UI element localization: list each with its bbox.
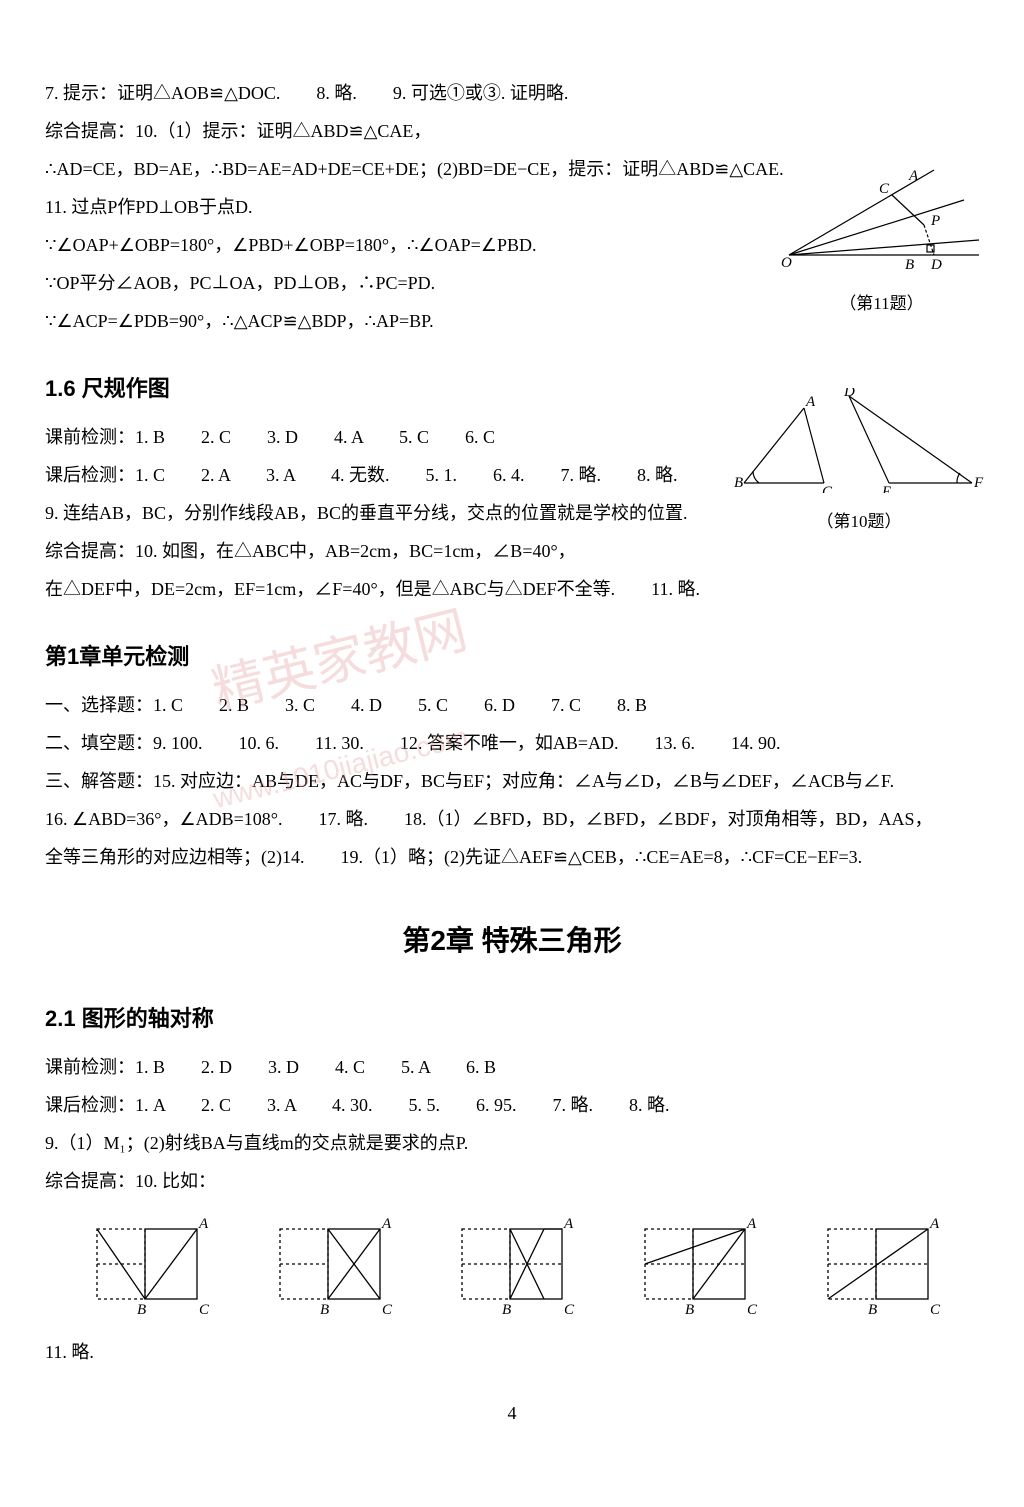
svg-text:B: B <box>502 1302 511 1318</box>
label-p: P <box>930 213 940 229</box>
svg-text:B: B <box>137 1302 146 1318</box>
chapter-2-title: 第2章 特殊三角形 <box>45 913 979 969</box>
label-b: B <box>905 257 914 273</box>
text-line: ∵OP平分∠AOB，PC⊥OA，PD⊥OB，∴PC=PD. <box>45 265 765 301</box>
text-line: 16. ∠ABD=36°，∠ADB=108°. 17. 略. 18.（1）∠BF… <box>45 801 979 837</box>
text-line: 综合提高：10.（1）提示：证明△ABD≌△CAE， <box>45 113 979 149</box>
bottom-fig-5: A B C <box>810 1214 945 1324</box>
figure-11-svg: O B D P C A <box>779 165 984 275</box>
text-line: 9.（1）M₁；(2)射线BA与直线m的交点就是要求的点P. <box>45 1125 979 1161</box>
svg-text:C: C <box>564 1302 575 1318</box>
chapter-1-test-title: 第1章单元检测 <box>45 635 979 679</box>
text-line: 11. 过点P作PD⊥OB于点D. <box>45 189 765 225</box>
page-number: 4 <box>45 1395 979 1431</box>
bottom-fig-3: A B C <box>444 1214 579 1324</box>
svg-text:A: A <box>198 1216 209 1232</box>
svg-text:C: C <box>930 1302 941 1318</box>
text-line: ∵∠OAP+∠OBP=180°，∠PBD+∠OBP=180°，∴∠OAP=∠PB… <box>45 227 765 263</box>
text-line: 全等三角形的对应边相等；(2)14. 19.（1）略；(2)先证△AEF≌△CE… <box>45 839 979 875</box>
svg-text:A: A <box>563 1216 574 1232</box>
text-line: 一、选择题：1. C 2. B 3. C 4. D 5. C 6. D 7. C… <box>45 687 979 723</box>
label-a: A <box>908 168 919 184</box>
figure-10-svg: B C A D E F <box>734 388 984 493</box>
text-line: 在△DEF中，DE=2cm，EF=1cm，∠F=40°，但是△ABC与△DEF不… <box>45 571 765 607</box>
text-line: 11. 略. <box>45 1334 979 1370</box>
text-line: 综合提高：10. 比如： <box>45 1163 979 1199</box>
text-line: 三、解答题：15. 对应边：AB与DE，AC与DF，BC与EF；对应角：∠A与∠… <box>45 763 979 799</box>
section-2-1-title: 2.1 图形的轴对称 <box>45 997 979 1041</box>
svg-text:A: A <box>746 1216 757 1232</box>
label-o: O <box>781 255 792 271</box>
svg-text:B: B <box>868 1302 877 1318</box>
bottom-figures-row: A B C A B C A B C <box>55 1214 969 1324</box>
bottom-fig-2: A B C <box>262 1214 397 1324</box>
text-line: 7. 提示：证明△AOB≌△DOC. 8. 略. 9. 可选①或③. 证明略. <box>45 75 979 111</box>
figure-10: B C A D E F （第10题） <box>734 388 984 539</box>
svg-text:A: A <box>381 1216 392 1232</box>
svg-text:C: C <box>747 1302 758 1318</box>
text-line: 二、填空题：9. 100. 10. 6. 11. 30. 12. 答案不唯一，如… <box>45 725 979 761</box>
figure-10-caption: （第10题） <box>734 505 984 539</box>
svg-text:A: A <box>929 1216 940 1232</box>
figure-11-caption: （第11题） <box>779 287 984 321</box>
svg-text:C: C <box>199 1302 210 1318</box>
bottom-fig-4: A B C <box>627 1214 762 1324</box>
figure-11: O B D P C A （第11题） <box>779 165 984 321</box>
svg-text:D: D <box>843 388 855 400</box>
text-line: ∵∠ACP=∠PDB=90°，∴△ACP≌△BDP，∴AP=BP. <box>45 303 765 339</box>
svg-text:B: B <box>320 1302 329 1318</box>
svg-text:C: C <box>822 484 833 493</box>
text-line: 综合提高：10. 如图，在△ABC中，AB=2cm，BC=1cm，∠B=40°， <box>45 533 765 569</box>
bottom-fig-1: A B C <box>79 1214 214 1324</box>
svg-text:F: F <box>973 475 984 491</box>
label-d: D <box>930 257 942 273</box>
text-line: 课后检测：1. A 2. C 3. A 4. 30. 5. 5. 6. 95. … <box>45 1087 979 1123</box>
text-line: 9. 连结AB，BC，分别作线段AB，BC的垂直平分线，交点的位置就是学校的位置… <box>45 495 765 531</box>
svg-text:E: E <box>881 484 891 493</box>
svg-text:A: A <box>805 394 816 410</box>
text-line: 课前检测：1. B 2. D 3. D 4. C 5. A 6. B <box>45 1049 979 1085</box>
svg-text:B: B <box>734 475 743 491</box>
label-c: C <box>879 181 890 197</box>
svg-text:C: C <box>382 1302 393 1318</box>
svg-text:B: B <box>685 1302 694 1318</box>
